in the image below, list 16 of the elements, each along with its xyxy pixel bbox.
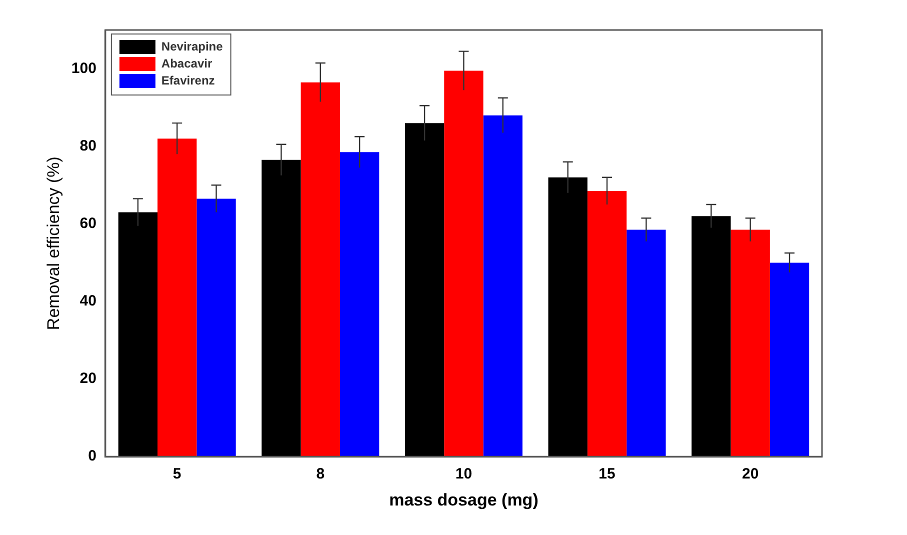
- legend-label: Nevirapine: [161, 39, 224, 54]
- legend-label: Abacavir: [161, 56, 212, 70]
- y-tick-label: 80: [80, 137, 96, 154]
- y-tick-label: 0: [88, 448, 96, 465]
- y-tick-label: 40: [80, 292, 96, 310]
- x-tick-label: 5: [172, 466, 182, 483]
- y-tick-label: 60: [80, 215, 96, 232]
- y-tick-label: 100: [71, 60, 96, 77]
- x-tick-label: 20: [742, 466, 759, 483]
- x-tick-label: 8: [316, 466, 325, 483]
- legend-label: Efavirenz: [161, 73, 215, 88]
- x-tick-label: 15: [598, 466, 616, 483]
- x-axis-title: mass dosage (mg): [389, 490, 538, 510]
- y-tick-label: 20: [80, 370, 96, 388]
- x-tick-label: 10: [455, 466, 472, 483]
- y-axis-title: Removal efficiency (%): [44, 156, 63, 330]
